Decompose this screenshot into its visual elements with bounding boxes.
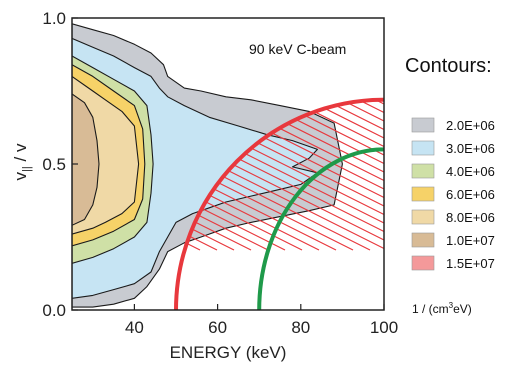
green-boundary-curve xyxy=(257,147,384,310)
hatch-line xyxy=(176,99,384,251)
legend-unit-prefix: 1 / (cm xyxy=(412,302,449,316)
legend-swatch xyxy=(411,209,435,225)
hatch-line xyxy=(176,99,384,251)
y-tick-label: 0.5 xyxy=(42,155,66,174)
red-boundary-curve xyxy=(174,97,384,310)
hatch-line xyxy=(176,99,384,251)
legend-unit: 1 / (cm3eV) xyxy=(412,301,472,316)
contour-regions xyxy=(72,23,343,308)
x-axis-label: ENERGY (keV) xyxy=(170,343,287,362)
boundary-curves xyxy=(174,97,384,310)
legend-label: 8.0E+06 xyxy=(446,210,495,225)
legend-label: 1.0E+07 xyxy=(446,233,495,248)
x-tick-label: 40 xyxy=(125,318,144,337)
legend-label: 6.0E+06 xyxy=(446,187,495,202)
hatch-line xyxy=(176,99,384,251)
hatch-line xyxy=(176,99,303,251)
hatch-line xyxy=(176,99,320,251)
legend-title: Contours: xyxy=(405,55,492,77)
hatch-line xyxy=(176,99,384,251)
legend-swatch xyxy=(411,186,435,202)
legend-swatch xyxy=(411,232,435,248)
hatch-line xyxy=(176,99,384,251)
legend-swatch xyxy=(411,163,435,179)
x-tick-label: 60 xyxy=(208,318,227,337)
hatch-line xyxy=(362,99,384,251)
beam-annotation: 90 keV C-beam xyxy=(249,41,346,57)
legend-label: 1.5E+07 xyxy=(446,256,495,271)
legend-swatch xyxy=(411,140,435,156)
hatch-line xyxy=(176,99,384,251)
hatch-line xyxy=(516,0,520,250)
contour-region-6 xyxy=(72,93,100,226)
y-axis-label-main: v xyxy=(11,171,30,180)
y-tick-label: 1.0 xyxy=(42,9,66,28)
hatch-line xyxy=(176,99,384,251)
y-axis-label: v|| / v xyxy=(11,143,33,180)
y-axis-label-sub: || xyxy=(21,166,33,172)
legend-label: 4.0E+06 xyxy=(446,164,495,179)
hatch-line xyxy=(176,99,337,251)
hatch-line xyxy=(176,99,384,251)
y-axis-label-rest: / v xyxy=(11,143,30,166)
legend: 2.0E+06 3.0E+06 4.0E+06 6.0E+06 8.0E+06 1.0E+… xyxy=(411,117,495,271)
hatch-line xyxy=(176,99,354,251)
legend-unit-suffix: eV) xyxy=(453,302,472,316)
legend-label: 2.0E+06 xyxy=(446,118,495,133)
legend-label: 3.0E+06 xyxy=(446,141,495,156)
x-tick-label: 80 xyxy=(291,318,310,337)
hatch-line xyxy=(499,0,520,250)
legend-swatch xyxy=(411,117,435,133)
legend-unit-sup: 3 xyxy=(449,301,454,310)
x-tick-label: 100 xyxy=(370,318,398,337)
y-tick-label: 0.0 xyxy=(42,301,66,320)
axis-ticks: 40 60 80 100 0.0 0.5 1.0 xyxy=(42,9,398,337)
legend-swatch xyxy=(411,255,435,271)
